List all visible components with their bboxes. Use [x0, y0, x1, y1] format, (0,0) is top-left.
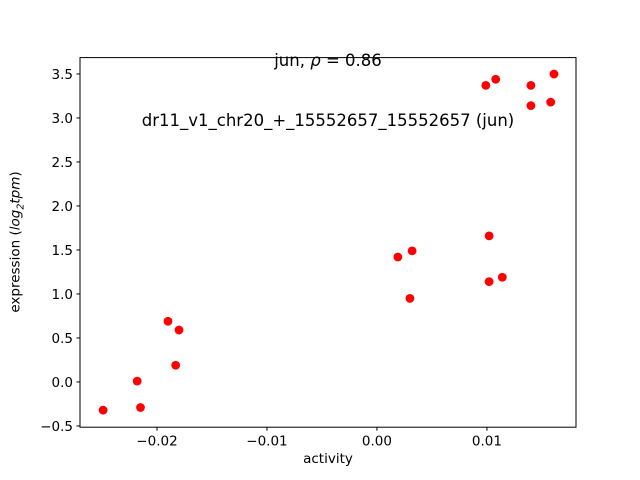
- y-label-prefix: expression (: [7, 230, 24, 313]
- y-tick-label: −0.5: [40, 419, 73, 435]
- y-label-suffix: ): [7, 171, 24, 177]
- y-tick-label: 0.0: [52, 375, 73, 391]
- x-tick-label: 0.01: [472, 434, 502, 450]
- y-tick-label: 0.5: [52, 331, 73, 347]
- data-point: [407, 246, 417, 256]
- data-point: [405, 293, 415, 303]
- y-label-tpm: tpm: [7, 176, 24, 204]
- data-point: [393, 252, 403, 262]
- data-point: [163, 316, 173, 326]
- y-tick-label: 2.0: [52, 199, 73, 215]
- data-point: [481, 81, 491, 90]
- x-axis-label: activity: [303, 451, 353, 467]
- data-point: [484, 231, 494, 241]
- y-tick-label: 3.0: [52, 111, 73, 127]
- data-point: [132, 376, 142, 386]
- data-point: [484, 277, 494, 287]
- data-point: [491, 74, 501, 84]
- data-point: [98, 405, 108, 415]
- data-point: [171, 360, 181, 370]
- y-tick-label: 1.5: [52, 243, 73, 259]
- x-tick-label: −0.01: [246, 434, 287, 450]
- axes-spines: [79, 57, 577, 428]
- x-tick-label: 0.00: [362, 434, 392, 450]
- chart-title-line-1: jun, ρ = 0.86: [80, 51, 576, 71]
- data-point: [136, 403, 145, 412]
- y-label-subscript: 2: [15, 203, 27, 210]
- rho-symbol: ρ: [310, 51, 321, 70]
- chart-title-line-2: dr11_v1_chr20_+_15552657_15552657 (jun): [141, 111, 515, 130]
- data-point: [174, 325, 184, 335]
- title-prefix: jun,: [274, 51, 311, 70]
- data-point: [546, 97, 556, 107]
- x-tick-label: −0.02: [136, 434, 177, 450]
- y-tick-label: 3.5: [52, 67, 73, 83]
- data-point: [526, 81, 536, 90]
- data-point: [497, 272, 507, 282]
- y-label-log: log: [7, 209, 24, 231]
- data-point: [549, 69, 559, 79]
- y-tick-label: 2.5: [52, 155, 73, 171]
- data-point: [526, 101, 536, 111]
- y-axis-label: expression (log2tpm): [8, 171, 27, 312]
- y-tick-label: 1.0: [52, 287, 73, 303]
- title-suffix: = 0.86: [320, 51, 382, 70]
- chart-title: jun, ρ = 0.86 dr11_v1_chr20_+_15552657_1…: [80, 11, 576, 171]
